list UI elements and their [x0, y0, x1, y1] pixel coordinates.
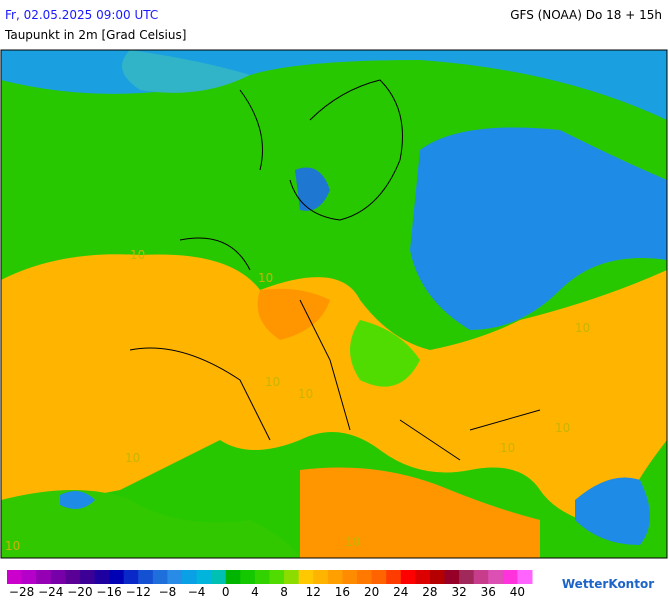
legend-swatch — [429, 570, 445, 584]
legend-tick-label: 32 — [451, 585, 466, 599]
legend-swatch — [7, 570, 23, 584]
legend-swatch — [196, 570, 212, 584]
date: Fr, 02.05.2025 09:00 UTC — [5, 8, 158, 22]
legend-swatch — [459, 570, 475, 584]
contour-label: 10 — [575, 321, 590, 335]
legend-swatch — [21, 570, 37, 584]
blue-sahara — [60, 491, 95, 509]
legend-tick-label: −16 — [96, 585, 121, 599]
legend-swatch — [517, 570, 533, 584]
legend-tick-label: −24 — [38, 585, 63, 599]
legend-tick-label: 16 — [335, 585, 350, 599]
legend-swatch — [327, 570, 343, 584]
logo: WetterKontor — [562, 577, 654, 591]
model: GFS (NOAA) Do 18 + 15h — [510, 8, 662, 22]
green-balkans — [350, 320, 420, 387]
legend-swatch — [400, 570, 416, 584]
legend-swatch — [284, 570, 300, 584]
legend-swatch — [109, 570, 125, 584]
blue-norway — [295, 167, 330, 211]
legend-swatch — [65, 570, 81, 584]
legend-tick-label: −28 — [9, 585, 34, 599]
subtitle: Taupunkt in 2m [Grad Celsius] — [4, 28, 186, 42]
legend-swatch — [167, 570, 183, 584]
legend-tick-label: −8 — [159, 585, 177, 599]
coastlines — [129, 79, 541, 461]
legend-tick-label: 40 — [510, 585, 525, 599]
legend-tick-label: 36 — [481, 585, 496, 599]
legend-swatch — [502, 570, 518, 584]
legend-swatch — [415, 570, 431, 584]
contour-label: 10 — [555, 421, 570, 435]
orange-south — [1, 254, 667, 530]
legend-tick-label: 24 — [393, 585, 408, 599]
legend-tick-label: −12 — [126, 585, 151, 599]
legend-swatch — [225, 570, 241, 584]
legend-swatch — [94, 570, 110, 584]
legend-tick-label: 28 — [422, 585, 437, 599]
legend-tick-label: 20 — [364, 585, 379, 599]
legend-swatch — [152, 570, 168, 584]
legend-swatch — [36, 570, 52, 584]
legend-swatch — [444, 570, 460, 584]
contour-label: 10 — [130, 248, 145, 262]
orange-france — [257, 288, 330, 340]
contour-label: 10 — [298, 387, 313, 401]
legend-swatch — [123, 570, 139, 584]
contour-label: 10 — [345, 535, 360, 549]
legend-swatch — [240, 570, 256, 584]
legend-tick-label: −4 — [188, 585, 206, 599]
legend-tick-label: 0 — [222, 585, 230, 599]
legend-swatch — [269, 570, 285, 584]
legend-tick-label: 4 — [251, 585, 259, 599]
contour-label: 10 — [5, 539, 20, 553]
legend-swatch — [211, 570, 227, 584]
legend-swatch — [488, 570, 504, 584]
map-frame — [0, 49, 668, 559]
blue-sea — [122, 50, 250, 93]
legend-swatch — [298, 570, 314, 584]
legend-swatch — [473, 570, 489, 584]
blue-russia — [410, 127, 667, 330]
legend-swatch — [386, 570, 402, 584]
contour-label: 10 — [258, 271, 273, 285]
legend-tick-label: −20 — [67, 585, 92, 599]
legend-swatch — [182, 570, 198, 584]
legend-swatch — [342, 570, 358, 584]
legend-swatch — [254, 570, 270, 584]
blue-arabia — [575, 477, 650, 545]
contour-label: 10 — [125, 451, 140, 465]
legend-swatch — [79, 570, 95, 584]
contour-label: 10 — [500, 441, 515, 455]
legend-swatch — [50, 570, 66, 584]
legend-swatch — [371, 570, 387, 584]
contour-label: 10 — [265, 375, 280, 389]
orange-med — [300, 467, 540, 558]
legend-swatch — [138, 570, 154, 584]
map: 10 10 10 10 10 10 10 10 10 10 — [0, 49, 668, 559]
legend-tick-label: 12 — [306, 585, 321, 599]
legend-swatch — [313, 570, 329, 584]
legend-swatch — [357, 570, 373, 584]
legend-tick-label: 8 — [280, 585, 288, 599]
legend: −28 −24 −20 −16 −12 −8 −4 0 4 8 12 16 20 24 28 32 36 40 — [7, 570, 533, 599]
